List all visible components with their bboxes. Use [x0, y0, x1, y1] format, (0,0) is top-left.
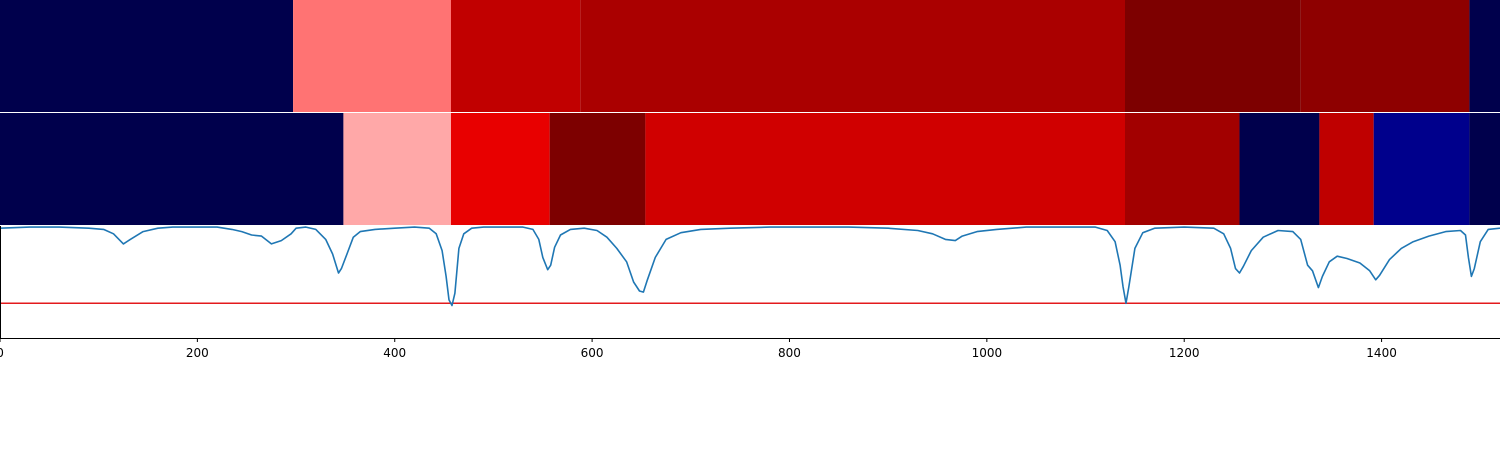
heatmap-cell-2-4	[549, 113, 646, 225]
heatmap-row-2	[0, 113, 1500, 225]
heatmap-cell-2-10	[1469, 113, 1500, 225]
heatmap-cell-1-7	[1469, 0, 1500, 112]
heatmap-cell-2-6	[1125, 113, 1240, 225]
x-tick-label: 400	[383, 346, 406, 360]
series-line	[0, 226, 1500, 307]
heatmap-cell-1-1	[0, 0, 294, 112]
heatmap-row-1	[0, 0, 1500, 112]
x-tick-label: 1000	[972, 346, 1003, 360]
heatmap-cell-1-6	[1300, 0, 1470, 112]
heatmap-rows	[0, 0, 1500, 225]
x-tick-label: 200	[186, 346, 209, 360]
heatmap-cell-1-2	[293, 0, 451, 112]
heatmap-cell-2-2	[343, 113, 451, 225]
heatmap-cell-2-1	[0, 113, 344, 225]
x-tick-label: 1400	[1366, 346, 1397, 360]
heatmap-cell-2-5	[645, 113, 1125, 225]
x-tick-label: 600	[581, 346, 604, 360]
x-tick-label: 0	[0, 346, 4, 360]
x-axis: 0 200 400 600 800 1000 1200 1400	[0, 226, 1500, 360]
line-panel	[0, 226, 1500, 338]
heatmap-cell-1-3	[450, 0, 581, 112]
heatmap-cell-2-3	[450, 113, 550, 225]
heatmap-cell-2-9	[1373, 113, 1470, 225]
heatmap-cell-1-5	[1125, 0, 1301, 112]
heatmap-cell-2-7	[1239, 113, 1320, 225]
heatmap-cell-2-8	[1319, 113, 1374, 225]
heatmap-cell-1-4	[580, 0, 1125, 112]
x-tick-label: 800	[778, 346, 801, 360]
x-tick-label: 1200	[1169, 346, 1200, 360]
line-panel-background	[0, 226, 1500, 338]
